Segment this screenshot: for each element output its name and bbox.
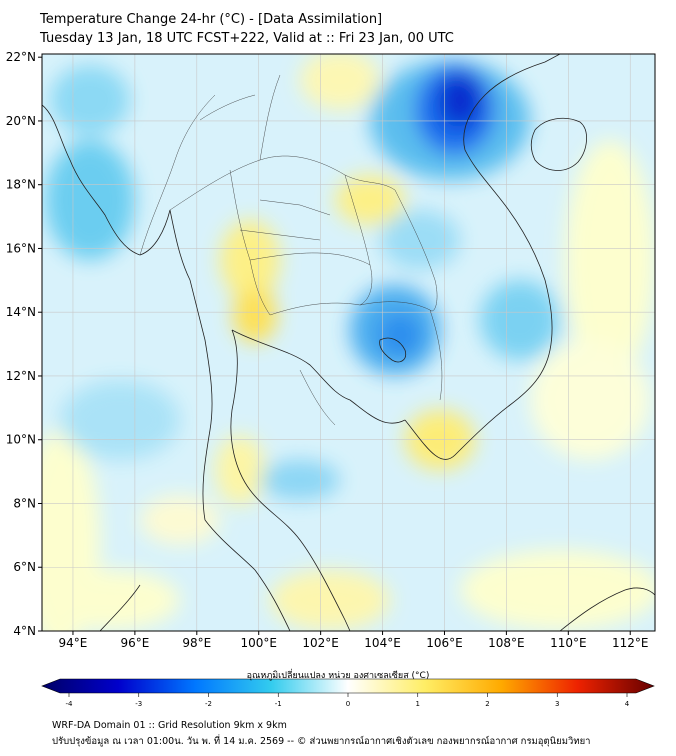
map-frame [41, 53, 656, 632]
graticule [42, 54, 655, 631]
longitude-axis: 94°E 96°E 98°E 100°E 102°E 104°E 106°E 108°E 110… [59, 631, 649, 650]
colorbar: -4 -3 -2 -1 0 1 2 3 4 [41, 678, 655, 708]
lon-tick-label: 94°E [59, 636, 88, 650]
colorbar-tick-label: 2 [485, 700, 489, 708]
lon-tick-label: 108°E [488, 636, 525, 650]
lon-tick-label: 104°E [364, 636, 401, 650]
lat-tick-label: 14°N [6, 305, 36, 319]
lat-tick-label: 4°N [13, 624, 36, 638]
lon-tick-label: 98°E [182, 636, 211, 650]
lat-tick-label: 20°N [6, 114, 36, 128]
latitude-axis: 22°N 20°N 18°N 16°N 14°N 12°N 10°N 8°N 6°N 4°N [6, 50, 42, 638]
lon-tick-label: 110°E [550, 636, 587, 650]
province-borders [139, 74, 443, 426]
map-title: Temperature Change 24-hr (°C) - [Data As… [40, 12, 383, 27]
colorbar-label: อุณหภูมิเปลี่ยนแปลง หน่วย องศาเซลเซียส (… [246, 671, 430, 681]
lon-tick-label: 102°E [302, 636, 339, 650]
colorbar-bar [41, 678, 655, 694]
lat-tick-label: 16°N [6, 241, 36, 255]
lat-tick-label: 10°N [6, 433, 36, 447]
temperature-field [42, 54, 655, 631]
colorbar-tick-label: -2 [205, 700, 212, 708]
colorbar-tick-label: 1 [416, 700, 420, 708]
coastlines [42, 54, 655, 631]
colorbar-tick-label: -3 [135, 700, 142, 708]
model-info: WRF-DA Domain 01 :: Grid Resolution 9km … [52, 720, 287, 731]
lon-tick-label: 106°E [426, 636, 463, 650]
lat-tick-label: 18°N [6, 178, 36, 192]
colorbar-tick-label: -1 [275, 700, 282, 708]
colorbar-tick-label: 3 [555, 700, 559, 708]
colorbar-tick-label: -4 [66, 700, 74, 708]
lat-tick-label: 8°N [13, 496, 36, 510]
lon-tick-label: 96°E [120, 636, 149, 650]
lat-tick-label: 6°N [13, 560, 36, 574]
lat-tick-label: 12°N [6, 369, 36, 383]
colorbar-tick-label: 4 [625, 700, 630, 708]
colorbar-tick-label: 0 [346, 700, 350, 708]
map-subtitle: Tuesday 13 Jan, 18 UTC FCST+222, Valid a… [40, 31, 454, 46]
lon-tick-label: 100°E [240, 636, 277, 650]
lat-tick-label: 22°N [6, 50, 36, 64]
lon-tick-label: 112°E [612, 636, 649, 650]
update-info: ปรับปรุงข้อมูล ณ เวลา 01:00น. วัน พ. ที่… [52, 736, 591, 747]
